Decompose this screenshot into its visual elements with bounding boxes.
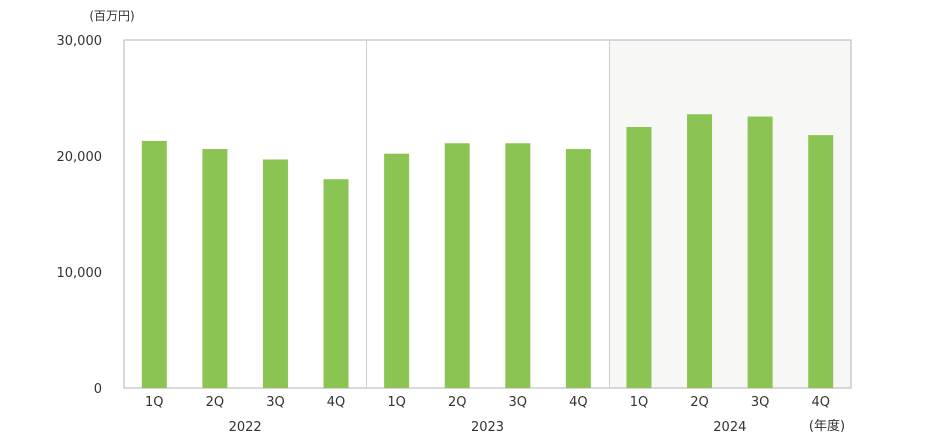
x-tick-label: 3Q bbox=[751, 395, 770, 410]
x-unit-label: (年度) bbox=[809, 418, 845, 434]
year-label: 2022 bbox=[229, 420, 262, 435]
labels-layer: (百万円) (年度) 0 10,000 20,000 30,000 1Q 2Q 3Q 4Q 20… bbox=[57, 9, 846, 435]
bar-2022-4Q bbox=[323, 179, 349, 388]
y-tick-label: 30,000 bbox=[57, 34, 103, 49]
bars-layer bbox=[141, 114, 834, 389]
y-unit-label: (百万円) bbox=[89, 9, 134, 23]
bar-2024-2Q bbox=[687, 114, 713, 389]
bar-2023-4Q bbox=[565, 149, 591, 388]
x-tick-label: 3Q bbox=[509, 395, 528, 410]
x-tick-label: 4Q bbox=[327, 395, 346, 410]
bar-2022-3Q bbox=[262, 159, 288, 388]
x-tick-label: 2Q bbox=[448, 395, 467, 410]
plot-border bbox=[123, 39, 852, 389]
x-tick-label: 4Q bbox=[569, 395, 588, 410]
x-tick-label: 2Q bbox=[206, 395, 225, 410]
year-label: 2024 bbox=[713, 420, 746, 435]
bar-2024-4Q bbox=[808, 135, 834, 388]
y-tick-label: 0 bbox=[94, 382, 102, 397]
bar-2022-2Q bbox=[202, 149, 228, 388]
bar-2024-1Q bbox=[626, 127, 652, 388]
bar-2023-3Q bbox=[505, 143, 531, 388]
x-tick-label: 1Q bbox=[145, 395, 164, 410]
bar-2023-2Q bbox=[444, 143, 470, 388]
x-tick-label: 1Q bbox=[387, 395, 406, 410]
x-tick-label: 4Q bbox=[811, 395, 830, 410]
y-tick-label: 20,000 bbox=[57, 150, 103, 165]
year-label: 2023 bbox=[471, 420, 504, 435]
plot-frame bbox=[123, 39, 852, 389]
bar-2022-1Q bbox=[141, 140, 167, 388]
y-tick-label: 10,000 bbox=[57, 266, 103, 281]
bar-2023-1Q bbox=[384, 153, 410, 388]
x-tick-label: 3Q bbox=[266, 395, 285, 410]
x-tick-label: 1Q bbox=[630, 395, 649, 410]
bar-2024-3Q bbox=[747, 116, 773, 388]
x-tick-label: 2Q bbox=[690, 395, 709, 410]
